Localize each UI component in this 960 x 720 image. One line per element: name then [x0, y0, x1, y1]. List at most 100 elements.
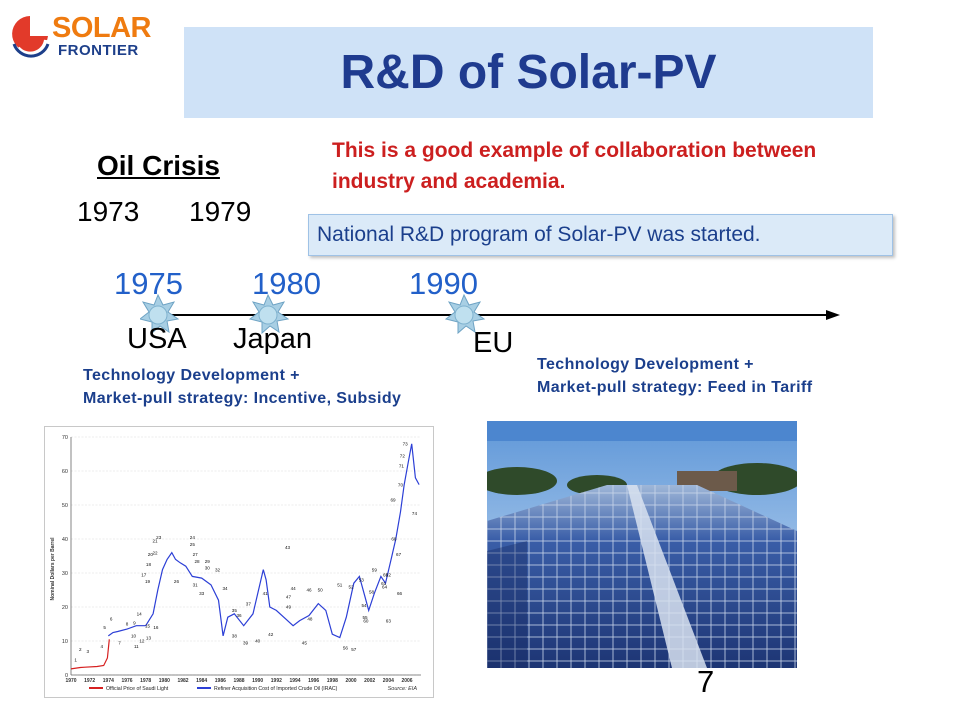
logo-text-frontier: FRONTIER — [58, 42, 139, 59]
chart-annotation-label: 66 — [397, 591, 403, 596]
chart-xtick-label: 1998 — [327, 678, 338, 684]
timeline-marker-1980-star-icon — [248, 293, 290, 335]
chart-annotation-label: 10 — [131, 634, 137, 639]
tech-note-line: Market-pull strategy: Incentive, Subsidy — [83, 390, 402, 407]
chart-ytick-label: 70 — [62, 435, 68, 441]
chart-annotation-label: 65 — [383, 572, 389, 577]
oil-price-chart: 0 10 20 30 40 50 60 70 1970 1972 1974 1976 1978 1980 1… — [44, 426, 434, 698]
chart-annotation-label: 3 — [87, 649, 90, 654]
chart-annotation-label: 52 — [348, 584, 354, 589]
timeline-year-1990: 1990 — [409, 266, 478, 301]
chart-annotation-label: 22 — [152, 550, 158, 555]
chart-xtick-label: 1984 — [196, 678, 207, 684]
chart-annotation-label: 8 — [126, 622, 129, 627]
chart-annotation-label: 29 — [205, 559, 211, 564]
chart-annotation-label: 49 — [286, 605, 292, 610]
chart-annotation-label: 12 — [139, 639, 145, 644]
chart-xtick-label: 1988 — [233, 678, 244, 684]
chart-xtick-label: 1974 — [103, 678, 114, 684]
chart-annotation-label: 19 — [145, 579, 151, 584]
chart-annotation-label: 32 — [215, 567, 221, 572]
chart-xtick-label: 1976 — [121, 678, 132, 684]
region-japan: Japan — [233, 323, 313, 355]
chart-xtick-label: 2000 — [345, 678, 356, 684]
chart-annotation-label: 28 — [194, 559, 200, 564]
chart-annotation-label: 36 — [236, 613, 242, 618]
chart-annotation-label: 42 — [268, 632, 274, 637]
tech-note-feed-in-tariff: Technology Development + Market-pull str… — [537, 353, 812, 399]
solar-panel-image — [487, 421, 797, 668]
chart-ylabel: Nominal Dollars per Barrel — [50, 537, 56, 601]
chart-annotation-label: 48 — [307, 617, 313, 622]
chart-annotation-label: 40 — [255, 639, 261, 644]
chart-annotation-label: 23 — [156, 535, 162, 540]
chart-ytick-label: 0 — [65, 673, 68, 679]
chart-legend-label: Official Price of Saudi Light — [106, 686, 169, 692]
chart-annotation-label: 46 — [306, 588, 312, 593]
chart-annotation-label: 17 — [141, 572, 147, 577]
chart-annotation-label: 16 — [153, 625, 159, 630]
chart-xtick-label: 1978 — [140, 678, 151, 684]
chart-annotation-label: 21 — [152, 538, 158, 543]
chart-annotation-label: 51 — [337, 583, 343, 588]
chart-annotation-label: 56 — [343, 646, 349, 651]
chart-annotation-label: 26 — [174, 579, 180, 584]
chart-annotation-label: 50 — [318, 588, 324, 593]
chart-annotation-label: 7 — [118, 640, 121, 645]
chart-annotation-label: 30 — [205, 566, 211, 571]
chart-annotation-label: 1 — [74, 657, 77, 662]
chart-legend-label: Refiner Acquisition Cost of Imported Cru… — [214, 686, 338, 692]
chart-ytick-label: 30 — [62, 571, 68, 577]
chart-annotation-label: 58 — [369, 589, 375, 594]
chart-annotation-label: 61 — [381, 581, 387, 586]
chart-annotation-label: 67 — [396, 552, 402, 557]
chart-annotation-label: 43 — [285, 545, 291, 550]
chart-annotation-label: 70 — [398, 482, 404, 487]
chart-ytick-label: 10 — [62, 639, 68, 645]
chart-annotation-label: 68 — [391, 537, 397, 542]
chart-annotation-label: 59 — [372, 567, 378, 572]
chart-ytick-label: 50 — [62, 503, 68, 509]
chart-series-line-1 — [107, 443, 420, 639]
chart-xtick-label: 2002 — [364, 678, 375, 684]
chart-source: Source: EIA — [388, 686, 418, 692]
chart-annotation-label: 60 — [363, 618, 369, 623]
chart-xtick-label: 2006 — [401, 678, 412, 684]
national-program-callout: National R&D program of Solar-PV was sta… — [308, 214, 893, 256]
tech-note-line: Technology Development + — [537, 356, 754, 373]
chart-annotation-label: 35 — [232, 608, 238, 613]
region-usa: USA — [127, 323, 187, 355]
chart-annotation-label: 33 — [199, 591, 205, 596]
logo-text-solar: SOLAR — [52, 12, 152, 44]
chart-annotation-label: 55 — [362, 615, 368, 620]
chart-annotation-label: 57 — [351, 647, 357, 652]
oil-crisis-heading: Oil Crisis — [97, 150, 220, 181]
chart-annotation-label: 18 — [146, 562, 152, 567]
chart-annotation-label: 45 — [302, 640, 308, 645]
chart-annotation-label: 31 — [193, 583, 199, 588]
chart-annotation-label: 4 — [101, 644, 104, 649]
chart-xtick-label: 1980 — [159, 678, 170, 684]
timeline-arrow — [140, 293, 840, 335]
oil-crisis-year-1979: 1979 — [189, 196, 252, 227]
timeline-marker-1990-star-icon — [444, 293, 486, 335]
chart-annotation-label: 71 — [399, 464, 405, 469]
chart-annotation-label: 54 — [362, 603, 368, 608]
chart-annotation-label: 20 — [148, 552, 154, 557]
chart-annotation-label: 39 — [243, 640, 249, 645]
region-eu: EU — [473, 327, 514, 359]
oil-crisis-year-1973: 1973 — [77, 196, 140, 227]
chart-annotation-label: 5 — [103, 625, 106, 630]
chart-annotation-label: 11 — [134, 644, 139, 649]
chart-annotation-label: 62 — [386, 572, 392, 577]
chart-annotation-label: 53 — [359, 578, 365, 583]
chart-xtick-label: 1992 — [271, 678, 282, 684]
solar-panel-photo — [487, 421, 797, 668]
chart-annotation-label: 37 — [246, 601, 252, 606]
chart-annotation-label: 6 — [110, 617, 113, 622]
logo-mark-icon — [12, 16, 50, 58]
chart-xtick-label: 1986 — [215, 678, 226, 684]
title-banner: R&D of Solar-PV — [184, 27, 873, 118]
tech-note-line: Technology Development + — [83, 367, 300, 384]
